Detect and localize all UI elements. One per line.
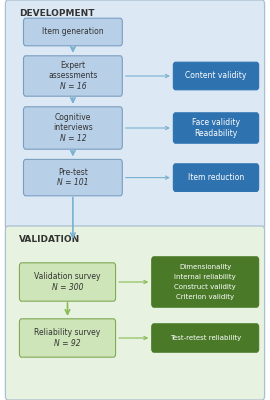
Text: Expert: Expert xyxy=(60,61,86,70)
Text: Test-retest reliability: Test-retest reliability xyxy=(170,335,241,341)
FancyBboxPatch shape xyxy=(5,0,265,230)
Text: Item generation: Item generation xyxy=(42,28,104,36)
FancyBboxPatch shape xyxy=(23,18,122,46)
Text: Criterion validity: Criterion validity xyxy=(176,294,234,300)
FancyBboxPatch shape xyxy=(173,113,259,143)
Text: Readability: Readability xyxy=(194,129,238,138)
FancyBboxPatch shape xyxy=(152,324,259,352)
FancyBboxPatch shape xyxy=(19,263,116,301)
Text: Construct validity: Construct validity xyxy=(174,284,236,290)
Text: N = 16: N = 16 xyxy=(60,82,86,91)
Text: N = 92: N = 92 xyxy=(54,339,81,348)
Text: interviews: interviews xyxy=(53,124,93,132)
FancyBboxPatch shape xyxy=(5,226,265,400)
Text: Face validity: Face validity xyxy=(192,118,240,127)
Text: N = 12: N = 12 xyxy=(60,134,86,143)
Text: N = 300: N = 300 xyxy=(52,283,83,292)
Text: Item reduction: Item reduction xyxy=(188,173,244,182)
FancyBboxPatch shape xyxy=(173,164,259,191)
Text: Pre-test: Pre-test xyxy=(58,168,88,177)
Text: Dimensionality: Dimensionality xyxy=(179,264,231,270)
Text: Reliability survey: Reliability survey xyxy=(34,328,101,337)
Text: Internal reliability: Internal reliability xyxy=(174,274,236,280)
Text: VALIDATION: VALIDATION xyxy=(19,235,80,244)
FancyBboxPatch shape xyxy=(23,159,122,196)
FancyBboxPatch shape xyxy=(19,319,116,357)
Text: Validation survey: Validation survey xyxy=(34,272,101,281)
Text: N = 101: N = 101 xyxy=(57,178,89,187)
Text: assessments: assessments xyxy=(48,72,97,80)
Text: Content validity: Content validity xyxy=(185,72,247,80)
Text: DEVELOPMENT: DEVELOPMENT xyxy=(19,9,94,18)
FancyBboxPatch shape xyxy=(23,56,122,96)
FancyBboxPatch shape xyxy=(152,257,259,307)
FancyBboxPatch shape xyxy=(173,62,259,90)
FancyBboxPatch shape xyxy=(23,107,122,149)
Text: Cognitive: Cognitive xyxy=(55,113,91,122)
